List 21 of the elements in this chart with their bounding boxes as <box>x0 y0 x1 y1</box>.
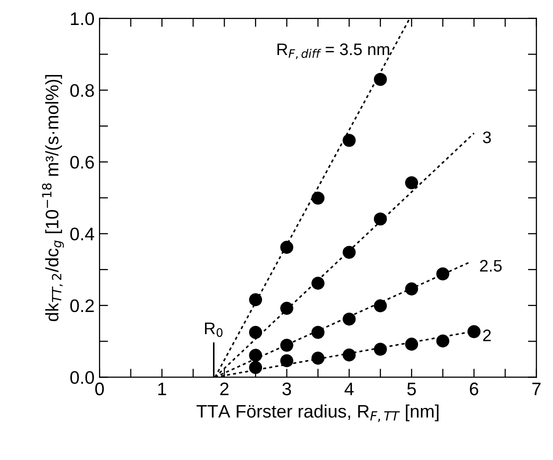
x-tick-label: 3 <box>282 382 291 396</box>
x-tick-label: 0 <box>95 382 104 396</box>
x-axis-title: TTA Förster radius, R$_{F,TT}$ [nm] <box>196 404 438 422</box>
x-tick-label: 4 <box>344 382 354 396</box>
annotation: 3 <box>482 131 491 144</box>
x-tick-label: 6 <box>470 382 478 396</box>
y-tick-label: 0.0 <box>70 371 94 384</box>
x-tick-label: 2 <box>220 382 228 396</box>
y-axis-title: dk$_{TT,2}$/dc$_{g}$ [10$^{−18}$ m³/(s·mol%)] <box>42 74 64 322</box>
annotation: 2.5 <box>480 260 502 272</box>
y-tick-label: 0.4 <box>70 228 94 240</box>
y-tick-label: 0.2 <box>70 299 94 312</box>
annotation: R$_{F,diff}$ = 3.5 nm <box>277 43 390 60</box>
y-tick-label: 0.6 <box>70 156 94 169</box>
x-tick-label: 1 <box>158 382 166 396</box>
y-tick-label: 0.8 <box>70 84 94 97</box>
annotation: R$_{0}$ <box>205 322 223 337</box>
y-tick-label: 1.0 <box>70 12 94 26</box>
x-tick-label: 7 <box>532 382 541 396</box>
annotation: 2 <box>483 330 491 342</box>
x-tick-label: 5 <box>407 382 416 396</box>
